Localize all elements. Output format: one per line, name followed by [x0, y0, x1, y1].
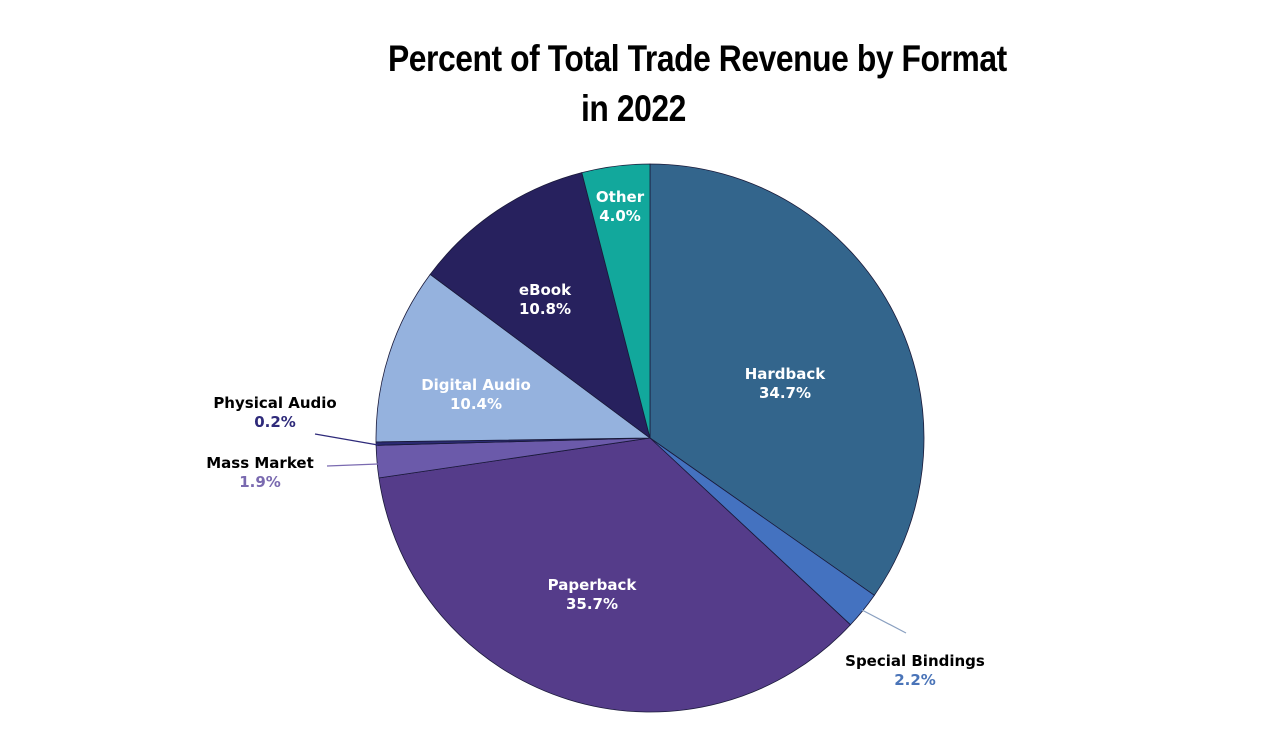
leader-line-physical-audio	[314, 433, 379, 446]
label-other-value: 4.0%	[599, 207, 641, 225]
pie-slice-other	[581, 163, 651, 439]
chart-title-line2: in 2022	[581, 88, 686, 129]
label-mass-market-name: Mass Market	[206, 454, 314, 472]
label-hardback-value: 34.7%	[758, 384, 812, 402]
pie-slice-hardback	[649, 163, 925, 596]
label-physical-audio-name: Physical Audio	[213, 394, 337, 412]
label-hardback: Hardback 34.7%	[745, 365, 826, 403]
pie-slice-digital-audio	[375, 273, 652, 443]
label-physical-audio-value: 0.2%	[254, 413, 296, 431]
label-digital-audio-name: Digital Audio	[421, 376, 531, 394]
label-hardback-name: Hardback	[744, 365, 826, 383]
leader-line-mass-market	[326, 463, 379, 467]
label-other-name: Other	[595, 188, 645, 206]
label-mass-market-value: 1.9%	[239, 473, 281, 491]
label-ebook-name: eBook	[518, 281, 572, 299]
label-paperback: Paperback 35.7%	[548, 576, 637, 614]
label-special-bindings: Special Bindings 2.2%	[845, 652, 985, 690]
label-ebook: eBook 10.8%	[519, 281, 571, 319]
leader-line-special-bindings	[861, 609, 907, 634]
chart-title-line1: Percent of Total Trade Revenue by Format	[388, 38, 1007, 79]
label-paperback-value: 35.7%	[565, 595, 619, 613]
label-physical-audio: Physical Audio 0.2%	[213, 394, 336, 432]
label-mass-market: Mass Market 1.9%	[206, 454, 314, 492]
label-other: Other 4.0%	[596, 188, 644, 226]
label-paperback-name: Paperback	[547, 576, 637, 594]
pie-slice-ebook	[429, 172, 651, 439]
pie-slice-paperback	[378, 437, 852, 713]
label-special-bindings-name: Special Bindings	[845, 652, 985, 670]
label-special-bindings-value: 2.2%	[894, 671, 936, 689]
label-ebook-value: 10.8%	[518, 300, 572, 318]
label-digital-audio-value: 10.4%	[449, 395, 503, 413]
label-digital-audio: Digital Audio 10.4%	[421, 376, 531, 414]
